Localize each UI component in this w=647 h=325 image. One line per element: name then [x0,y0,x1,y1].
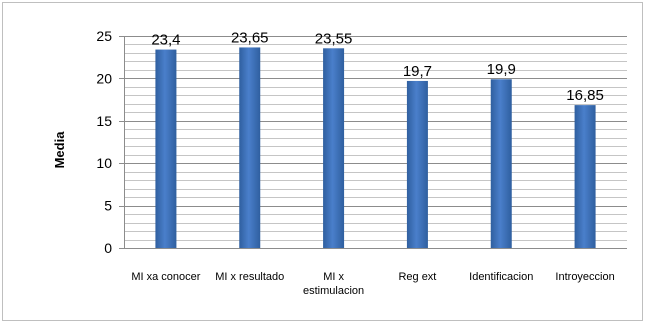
y-tick-label: 0 [104,240,112,256]
x-tick-label: Introyeccion [555,271,614,283]
bar [323,48,345,248]
data-label: 19,7 [403,63,432,80]
bar [155,49,177,249]
x-tick-label: MI x estimulacion [303,271,364,297]
data-labels: 23,4 23,65 23,55 19,7 19,9 16,85 [151,29,604,104]
bar [574,105,596,248]
x-tick-label: MI x resultado [215,271,284,283]
bars [155,47,596,249]
y-tick-label: 10 [96,155,112,171]
y-tick-label: 20 [96,70,112,86]
data-label: 23,65 [231,29,269,46]
gridlines [124,36,627,249]
data-label: 23,4 [151,32,180,49]
x-tick-label: Identificacion [469,271,533,283]
data-label: 16,85 [566,87,604,104]
y-tick-label: 25 [96,28,112,44]
y-axis-ticks: 0 5 10 15 20 25 [96,28,124,256]
bar [490,79,512,248]
data-label: 23,55 [315,30,353,47]
y-tick-label: 15 [96,113,112,129]
data-label: 19,9 [487,61,516,78]
x-axis-ticks: MI xa conocer MI x resultado MI x estimulac… [131,271,614,297]
bar [406,80,428,248]
bar [239,47,261,249]
y-tick-label: 5 [104,198,112,214]
y-axis-label: Media [52,131,67,169]
x-tick-label: MI xa conocer [131,271,200,283]
x-tick-label: Reg ext [398,271,436,283]
chart-frame [2,2,643,321]
